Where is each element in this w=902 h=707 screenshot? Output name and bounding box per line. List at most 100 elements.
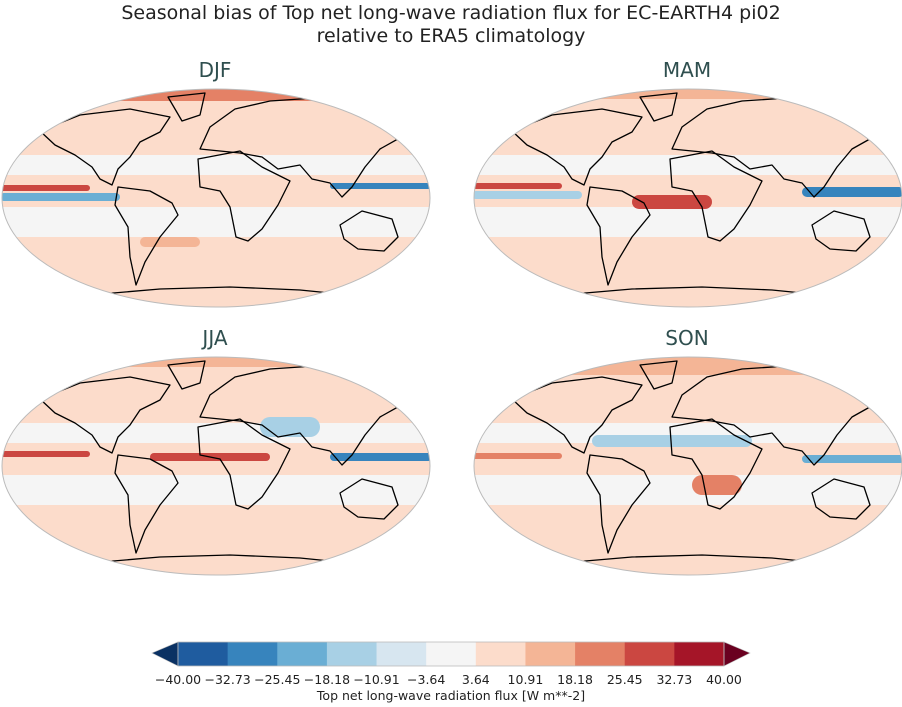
- coastline-south-america: [114, 186, 179, 286]
- map-boundary: [1, 356, 431, 576]
- panel-title-djf: DJF: [198, 58, 232, 82]
- colorbar-tick-label: −3.64: [407, 672, 446, 687]
- map-mam: [473, 88, 902, 308]
- colorbar-segment: [277, 642, 328, 666]
- colorbar-label: Top net long-wave radiation flux [W m**-…: [316, 688, 586, 703]
- map-field: [2, 357, 430, 575]
- coastline-eurasia: [199, 96, 421, 198]
- panel-title-son: SON: [665, 326, 709, 350]
- map-jja: [1, 356, 431, 576]
- bias-region: [2, 451, 90, 457]
- coastline-africa: [669, 150, 763, 242]
- coastline-greenland: [167, 360, 206, 390]
- bias-region: [330, 183, 430, 189]
- colorbar-extend-over: [723, 641, 751, 667]
- coastline-south-america: [586, 454, 651, 554]
- bias-background: [474, 357, 902, 575]
- coastline-australia: [811, 478, 871, 520]
- coastline-greenland: [639, 92, 678, 122]
- bias-region: [692, 475, 742, 495]
- figure-title-line2: relative to ERA5 climatology: [316, 25, 586, 47]
- map-boundary: [473, 88, 902, 308]
- colorbar-extend-under: [151, 641, 179, 667]
- coastline-north-america: [511, 376, 643, 454]
- colorbar-segment: [426, 642, 477, 666]
- bias-region: [2, 185, 90, 191]
- coastline-antarctica: [89, 554, 351, 564]
- map-field: [2, 89, 430, 307]
- bias-neutral-band: [474, 207, 902, 237]
- colorbar-segment: [624, 642, 675, 666]
- colorbar-segment: [178, 642, 229, 666]
- coastline-greenland: [167, 92, 206, 122]
- map-boundary: [1, 88, 431, 308]
- figure-title-line1: Seasonal bias of Top net long-wave radia…: [121, 2, 781, 24]
- map-boundary: [473, 356, 902, 576]
- coastline-eurasia: [671, 96, 893, 198]
- coastline-greenland: [639, 360, 678, 390]
- coastline-africa: [197, 418, 291, 510]
- colorbar: [151, 641, 751, 667]
- coastline-south-america: [114, 454, 179, 554]
- bias-neutral-band: [474, 155, 902, 175]
- map-son: [473, 356, 902, 576]
- bias-background: [2, 357, 430, 575]
- bias-region: [2, 357, 430, 367]
- bias-region: [330, 453, 430, 461]
- coastline-eurasia: [671, 364, 893, 466]
- colorbar-tick-label: −40.00: [154, 672, 202, 687]
- colorbar-tick-label: 18.18: [557, 672, 593, 687]
- bias-region: [474, 183, 562, 189]
- map-djf: [1, 88, 431, 308]
- coastline-australia: [339, 210, 399, 252]
- colorbar-frame: [177, 641, 725, 667]
- bias-neutral-band: [2, 475, 430, 505]
- coastline-north-america: [511, 108, 643, 186]
- bias-region: [474, 89, 902, 99]
- coastline-south-america: [586, 186, 651, 286]
- colorbar-segment: [475, 642, 526, 666]
- bias-region: [802, 187, 902, 197]
- bias-region: [592, 435, 752, 447]
- bias-neutral-band: [2, 207, 430, 237]
- colorbar-tick-label: −32.73: [204, 672, 251, 687]
- bias-region: [2, 193, 120, 201]
- colorbar-segment: [376, 642, 427, 666]
- bias-neutral-band: [474, 475, 902, 505]
- coastline-africa: [197, 150, 291, 242]
- colorbar-tick-label: 40.00: [706, 672, 742, 687]
- coastline-antarctica: [561, 286, 823, 296]
- colorbar-tick-label: −25.45: [254, 672, 301, 687]
- colorbar-tick-label: 3.64: [461, 672, 490, 687]
- colorbar-segment: [575, 642, 626, 666]
- colorbar-tick-label: 10.91: [507, 672, 544, 687]
- coastline-australia: [339, 478, 399, 520]
- coastline-antarctica: [561, 554, 823, 564]
- coastline-north-america: [39, 108, 171, 186]
- coastline-antarctica: [89, 286, 351, 296]
- bias-neutral-band: [474, 423, 902, 443]
- colorbar-tick-label: 32.73: [656, 672, 693, 687]
- colorbar-tick-label: 25.45: [606, 672, 643, 687]
- colorbar-segment: [525, 642, 576, 666]
- panel-title-jja: JJA: [202, 326, 228, 350]
- coastline-australia: [811, 210, 871, 252]
- bias-region: [632, 195, 712, 209]
- colorbar-segment: [326, 642, 378, 666]
- colorbar-tick-label: −10.91: [353, 672, 400, 687]
- bias-region: [474, 191, 582, 199]
- colorbar-segment: [674, 642, 725, 666]
- bias-neutral-band: [2, 423, 430, 443]
- coastline-north-america: [39, 376, 171, 454]
- bias-region: [260, 417, 320, 437]
- colorbar-tick-label: −18.18: [303, 672, 351, 687]
- bias-region: [474, 357, 902, 375]
- bias-region: [802, 455, 902, 463]
- bias-region: [140, 237, 200, 247]
- coastline-eurasia: [199, 364, 421, 466]
- bias-neutral-band: [2, 155, 430, 175]
- colorbar-segment: [227, 642, 278, 666]
- bias-region: [474, 453, 562, 459]
- coastline-africa: [669, 418, 763, 510]
- bias-region: [2, 89, 430, 101]
